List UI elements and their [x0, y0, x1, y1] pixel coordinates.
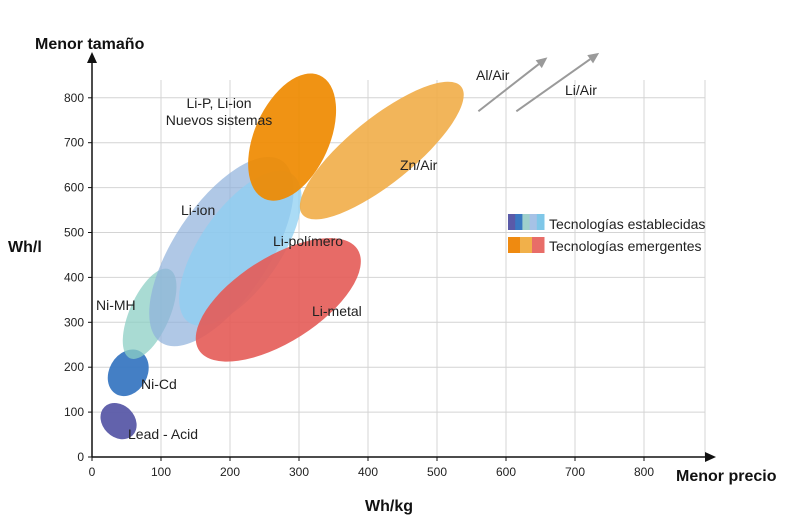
legend-swatch: [508, 214, 516, 230]
x-tick-label: 0: [89, 465, 96, 479]
y-tick-label: 800: [64, 91, 84, 105]
region-label-ni-cd: Ni-Cd: [141, 376, 177, 392]
y-tick-label: 500: [64, 226, 84, 240]
y-tick-label: 300: [64, 315, 84, 329]
region-label-li-metal: Li-metal: [312, 303, 362, 319]
legend-swatches-established: [508, 214, 545, 230]
y-tick-label: 700: [64, 136, 84, 150]
region-label-li-ion: Li-ion: [181, 202, 215, 218]
region-label-ni-mh: Ni-MH: [96, 297, 136, 313]
trend-arrow-line-0: [477, 63, 540, 113]
region-label-lead-acid: Lead - Acid: [128, 426, 198, 442]
region-ni-cd: [107, 349, 149, 397]
legend-label-established: Tecnologías establecidas: [549, 216, 705, 232]
y-tick-label: 400: [64, 270, 84, 284]
trend-arrowhead-1: [587, 52, 600, 64]
region-lead-acid: [100, 402, 137, 440]
region-li-p-li-ion-nuevos-sistemas: [248, 73, 337, 201]
legend-swatch: [520, 237, 533, 253]
x-tick-label: 500: [427, 465, 447, 479]
legend-swatch: [515, 214, 523, 230]
y-direction-label: Menor tamaño: [35, 36, 145, 53]
x-tick-label: 400: [358, 465, 378, 479]
x-tick-label: 700: [565, 465, 585, 479]
x-tick-label: 100: [151, 465, 171, 479]
x-axis-title: Wh/kg: [365, 498, 413, 515]
legend-swatch: [508, 237, 521, 253]
trend-label-li-air: Li/Air: [565, 82, 597, 98]
x-tick-label: 300: [289, 465, 309, 479]
region-zn-air: [299, 81, 464, 220]
y-axis-arrowhead: [87, 52, 97, 63]
legend-swatch: [529, 214, 538, 230]
x-direction-label: Menor precio: [676, 468, 777, 485]
region-li-pol-mero: [179, 170, 302, 326]
region-labels: Lead - Acid Ni-Cd Ni-MH Li-ion Li-polímero Li…: [96, 95, 438, 442]
legend-label-emerging: Tecnologías emergentes: [549, 238, 702, 254]
region-label-zn-air: Zn/Air: [400, 157, 438, 173]
legend-swatch: [522, 214, 531, 230]
region-label-li-p-li-ion: Li-P, Li-ion Nuevos sistemas: [166, 95, 273, 128]
y-axis-title: Wh/l: [8, 239, 42, 256]
trend-arrows: Al/Air Li/Air: [476, 52, 600, 113]
regions: [100, 73, 464, 440]
axes: [87, 52, 716, 462]
legend-swatch: [536, 214, 545, 230]
x-axis-arrowhead: [705, 452, 716, 462]
y-tick-label: 100: [64, 405, 84, 419]
region-li-metal: [195, 238, 361, 362]
legend-swatch: [532, 237, 545, 253]
region-label-li-pol-mero: Li-polímero: [273, 233, 343, 249]
tick-labels: 0 100 200 300 400 500 600 700 800 0 100 200 300 400 50…: [64, 91, 654, 479]
trend-label-al-air: Al/Air: [476, 67, 510, 83]
x-tick-label: 200: [220, 465, 240, 479]
trend-arrow-line-1: [515, 58, 591, 113]
y-tick-label: 600: [64, 181, 84, 195]
x-tick-label: 800: [634, 465, 654, 479]
y-tick-label: 200: [64, 360, 84, 374]
x-tick-label: 600: [496, 465, 516, 479]
trend-arrowhead-0: [535, 57, 548, 69]
y-tick-label: 0: [77, 450, 84, 464]
legend-swatches-emerging: [508, 237, 545, 253]
legend: Tecnologías establecidas Tecnologías eme…: [508, 214, 705, 254]
